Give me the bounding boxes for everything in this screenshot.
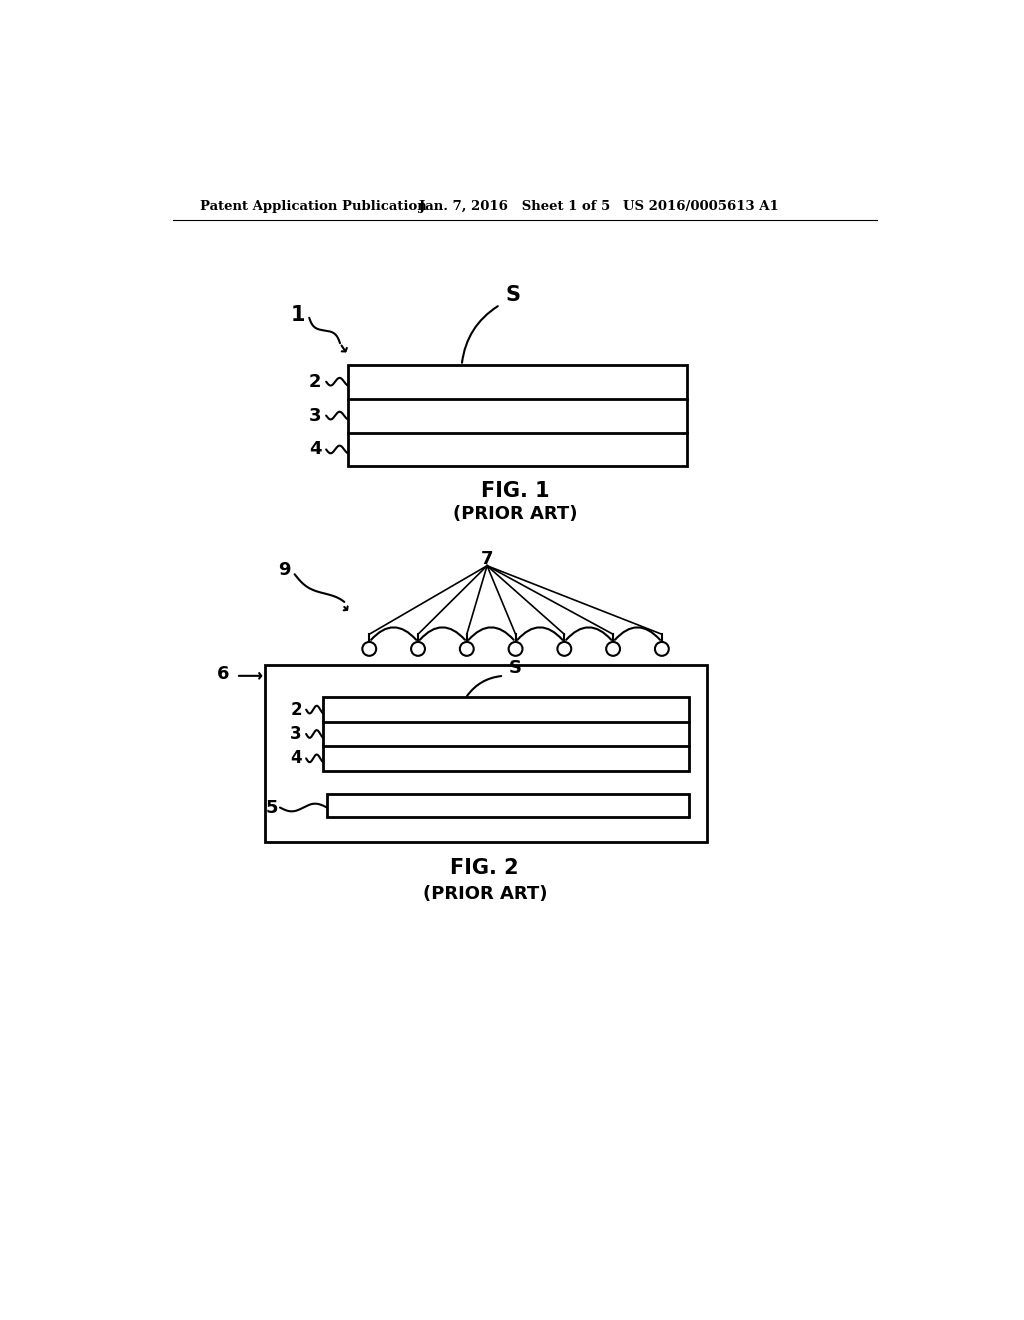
- Circle shape: [362, 642, 376, 656]
- Circle shape: [411, 642, 425, 656]
- Circle shape: [460, 642, 474, 656]
- Text: 2: 2: [309, 372, 322, 391]
- Circle shape: [557, 642, 571, 656]
- Text: 9: 9: [279, 561, 291, 579]
- Text: 6: 6: [217, 665, 229, 684]
- Text: Jan. 7, 2016   Sheet 1 of 5: Jan. 7, 2016 Sheet 1 of 5: [419, 199, 610, 213]
- Bar: [265, 665, 707, 842]
- Text: 3: 3: [309, 407, 322, 425]
- Circle shape: [606, 642, 620, 656]
- Text: FIG. 2: FIG. 2: [451, 858, 519, 878]
- Bar: [327, 793, 689, 817]
- Bar: [323, 697, 689, 771]
- Text: 2: 2: [290, 701, 302, 718]
- Text: 4: 4: [290, 750, 302, 767]
- Text: S: S: [509, 659, 522, 677]
- Text: 1: 1: [291, 305, 306, 325]
- Text: 4: 4: [309, 441, 322, 458]
- Bar: [348, 364, 686, 466]
- Text: Patent Application Publication: Patent Application Publication: [200, 199, 427, 213]
- Text: FIG. 1: FIG. 1: [481, 480, 550, 502]
- Text: (PRIOR ART): (PRIOR ART): [423, 884, 547, 903]
- Circle shape: [655, 642, 669, 656]
- Circle shape: [509, 642, 522, 656]
- Text: 3: 3: [290, 725, 302, 743]
- Text: 7: 7: [481, 550, 494, 568]
- Text: S: S: [506, 285, 521, 305]
- Text: (PRIOR ART): (PRIOR ART): [454, 506, 578, 523]
- Text: 5: 5: [265, 799, 278, 817]
- Text: US 2016/0005613 A1: US 2016/0005613 A1: [624, 199, 779, 213]
